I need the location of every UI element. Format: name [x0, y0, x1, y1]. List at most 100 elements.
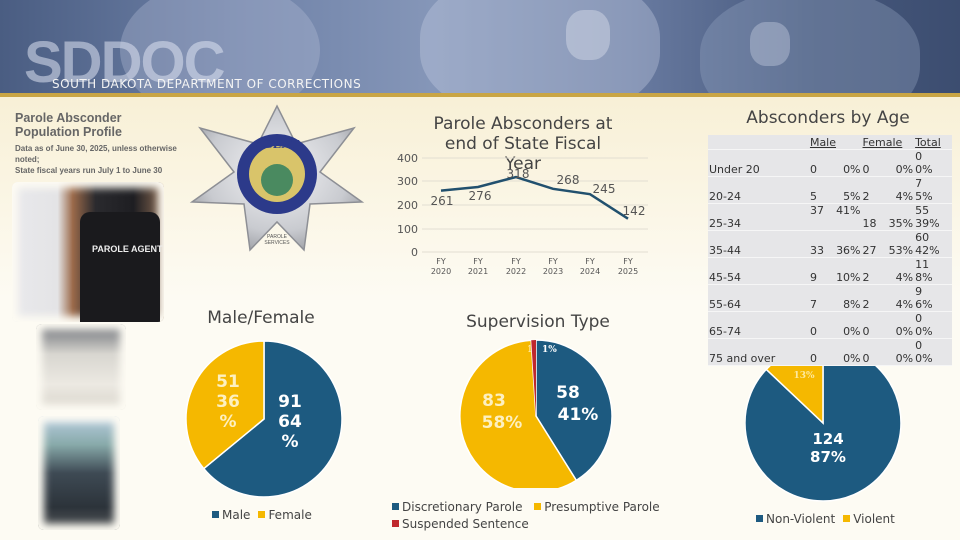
svg-text:FY: FY: [511, 257, 521, 266]
male-pct: 0%: [832, 338, 862, 366]
legend-violent: Violent: [843, 512, 895, 526]
total: 55 39%: [914, 203, 952, 231]
legend-non-violent: Non-Violent: [756, 512, 835, 526]
female-pct: 0%: [884, 338, 915, 366]
svg-text:FY: FY: [548, 257, 558, 266]
male-pct: 41%: [832, 203, 862, 231]
svg-text:268: 268: [557, 173, 580, 187]
svg-text:2023: 2023: [543, 267, 563, 276]
svg-text:FY: FY: [436, 257, 446, 266]
legend-swatch-icon: [212, 511, 219, 518]
female-count: 0: [861, 338, 885, 366]
male-count: 9: [808, 257, 833, 285]
female-pct: 4%: [884, 176, 915, 204]
violence-pie-legend: Non-Violent Violent: [756, 512, 903, 526]
table-row: 65-74 0 0% 0 0% 0 0%: [708, 311, 952, 339]
male-pct: 10%: [832, 257, 862, 285]
age-label: 25-34: [708, 203, 809, 231]
legend-swatch-icon: [534, 503, 542, 510]
page-title: Parole Absconder Population Profile: [15, 111, 122, 139]
header-banner: SDDOC SOUTH DAKOTA DEPARTMENT OF CORRECT…: [0, 0, 960, 93]
banner-badge-icon: [566, 10, 610, 60]
svg-text:PAROLE: PAROLE: [267, 234, 288, 240]
female-count: 0: [861, 149, 885, 177]
svg-text:1: 1: [527, 345, 533, 355]
female-count: 2: [861, 257, 885, 285]
table-row: 20-24 5 5% 2 4% 7 5%: [708, 176, 952, 204]
data-note: Data as of June 30, 2025, unless otherwi…: [15, 143, 215, 176]
age-label: 75 and over: [708, 338, 809, 366]
male-pct: 36%: [832, 230, 862, 258]
svg-text:%: %: [281, 432, 298, 452]
svg-text:13%: 13%: [793, 371, 815, 381]
title-l3: Year: [505, 154, 541, 174]
table-row: Under 20 0 0% 0 0% 0 0%: [708, 149, 952, 177]
note-line-2: noted;: [15, 155, 40, 164]
svg-text:142: 142: [623, 204, 646, 218]
male-count: 37: [808, 203, 833, 231]
svg-text:AGENT: AGENT: [254, 138, 300, 151]
total: 9 6%: [914, 284, 952, 312]
age-label: 55-64: [708, 284, 809, 312]
note-line-1: Data as of June 30, 2025, unless otherwi…: [15, 144, 177, 153]
female-count: 2: [861, 284, 885, 312]
total: 7 5%: [914, 176, 952, 204]
svg-text:245: 245: [593, 182, 616, 196]
photo-agent-on-phone: [36, 324, 126, 410]
header-male: Male: [808, 135, 862, 150]
slice-suspended-sentence: [531, 340, 536, 416]
svg-text:87%: 87%: [810, 448, 846, 466]
header-blank: [708, 135, 809, 150]
svg-text:2022: 2022: [506, 267, 526, 276]
legend-swatch-icon: [843, 515, 851, 522]
age-label: 65-74: [708, 311, 809, 339]
table-row: 45-54 9 10% 2 4% 11 8%: [708, 257, 952, 285]
photo-agent-at-computer: [38, 416, 120, 530]
age-label: 35-44: [708, 230, 809, 258]
svg-text:FY: FY: [585, 257, 595, 266]
male-pct: 0%: [832, 311, 862, 339]
age-label: Under 20: [708, 149, 809, 177]
slice-female: [185, 340, 265, 470]
svg-text:2021: 2021: [468, 267, 488, 276]
legend-swatch-icon: [258, 511, 266, 518]
svg-text:%: %: [219, 412, 236, 432]
total: 11 8%: [914, 257, 952, 285]
total: 60 42%: [914, 230, 952, 258]
absconders-by-age-table: Male Female Total Under 20 0 0% 0 0% 0 0%…: [708, 135, 952, 366]
male-count: 0: [808, 311, 833, 339]
slice-presumptive-parole: [459, 339, 578, 488]
table-row: 35-44 33 36% 27 53% 60 42%: [708, 230, 952, 258]
banner-photo-officer-left: [120, 0, 320, 93]
female-pct: 4%: [884, 284, 915, 312]
male-pct: 0%: [832, 149, 862, 177]
female-pct: 0%: [884, 149, 915, 177]
legend-discretionary: Discretionary Parole: [392, 500, 522, 514]
svg-text:318: 318: [507, 167, 530, 181]
header-total: Total: [914, 135, 952, 150]
svg-text:300: 300: [397, 175, 418, 188]
svg-text:FY: FY: [473, 257, 483, 266]
series-line: [440, 175, 629, 220]
slice-male: [202, 340, 343, 498]
legend-swatch-icon: [392, 503, 399, 510]
male-pct: 8%: [832, 284, 862, 312]
male-count: 5: [808, 176, 833, 204]
female-count: 18: [861, 203, 885, 231]
svg-text:83: 83: [482, 391, 506, 411]
gender-pie-chart: 91 64 % 51 36 %: [185, 340, 343, 498]
legend-male: Male: [212, 508, 250, 522]
svg-text:2020: 2020: [431, 267, 451, 276]
svg-text:1%: 1%: [542, 345, 557, 355]
legend-presumptive: Presumptive Parole: [534, 500, 660, 514]
svg-text:261: 261: [431, 194, 454, 208]
banner-photo-officer-right: [700, 0, 920, 93]
table-row: 75 and over 0 0% 0 0% 0 0%: [708, 338, 952, 366]
supervision-pie-title: Supervision Type: [466, 312, 610, 332]
svg-text:100: 100: [397, 223, 418, 236]
svg-text:51: 51: [216, 372, 240, 392]
gender-pie-legend: Male Female: [212, 508, 320, 522]
svg-text:SERVICES: SERVICES: [264, 240, 290, 246]
banner-star-badge-icon: [750, 22, 790, 66]
svg-text:58: 58: [556, 383, 580, 403]
